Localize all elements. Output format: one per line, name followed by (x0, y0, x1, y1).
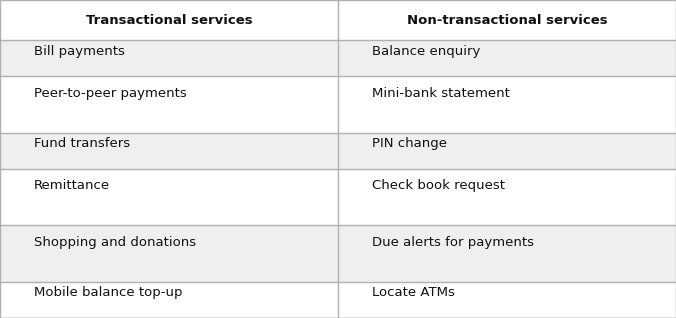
Bar (338, 282, 676, 318)
Bar (338, 76, 676, 133)
Text: Fund transfers: Fund transfers (34, 137, 130, 150)
Text: Remittance: Remittance (34, 179, 110, 192)
Text: Due alerts for payments: Due alerts for payments (372, 236, 534, 249)
Bar (0, 282, 338, 318)
Bar (0, 76, 338, 133)
Text: Bill payments: Bill payments (34, 45, 124, 58)
Bar (338, 133, 676, 169)
Text: Mobile balance top-up: Mobile balance top-up (34, 287, 183, 299)
Bar (0, 169, 338, 225)
Text: Peer-to-peer payments: Peer-to-peer payments (34, 86, 187, 100)
Text: Locate ATMs: Locate ATMs (372, 287, 455, 299)
Text: PIN change: PIN change (372, 137, 447, 150)
Bar (0, 0, 676, 40)
Text: Balance enquiry: Balance enquiry (372, 45, 480, 58)
Bar (338, 169, 676, 225)
Text: Non-transactional services: Non-transactional services (407, 14, 607, 27)
Bar (0, 133, 338, 169)
Text: Transactional services: Transactional services (86, 14, 252, 27)
Text: Mini-bank statement: Mini-bank statement (372, 86, 510, 100)
Bar (338, 40, 676, 76)
Text: Shopping and donations: Shopping and donations (34, 236, 196, 249)
Bar (338, 225, 676, 282)
Bar (0, 225, 338, 282)
Text: Check book request: Check book request (372, 179, 505, 192)
Bar (0, 40, 338, 76)
